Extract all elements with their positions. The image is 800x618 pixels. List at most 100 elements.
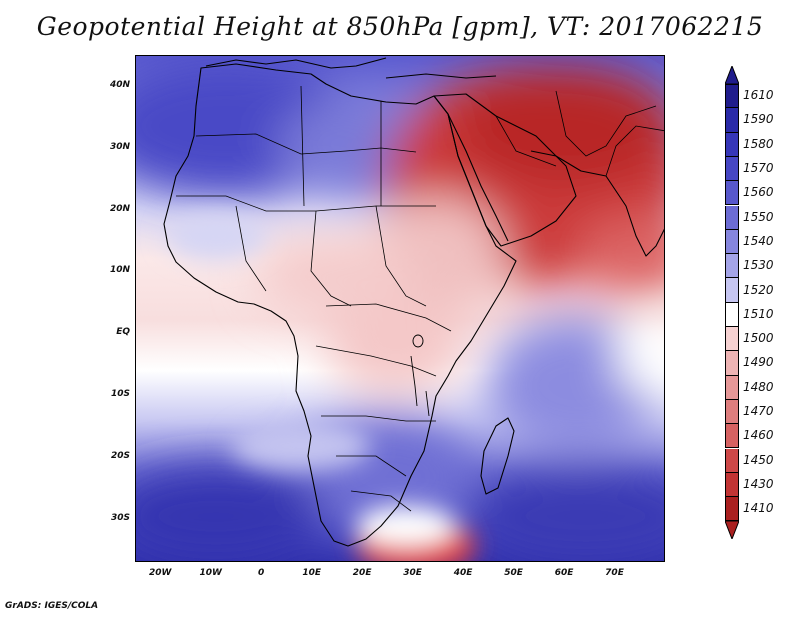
lon-tick-label: 30E [403, 568, 422, 578]
lon-tick-label: 0 [258, 568, 265, 578]
colorbar-label: 1610 [743, 88, 774, 103]
colorbar-swatch [725, 278, 739, 303]
lon-tick-label: 40E [453, 568, 473, 578]
border-mali-niger [235, 205, 267, 292]
colorbar-swatch [725, 254, 739, 279]
colorbar-level: 1510 [725, 302, 795, 327]
colorbar-level: 1540 [725, 229, 795, 255]
colorbar-label: 1450 [743, 452, 774, 467]
colorbar-level: 1470 [725, 399, 795, 425]
colorbar-swatch [725, 327, 739, 352]
region-agulhas-front [356, 506, 456, 546]
border-chad [310, 210, 352, 307]
colorbar-level: 1480 [725, 375, 795, 400]
colorbar-label: 1590 [743, 112, 774, 127]
colorbar-swatch [725, 132, 739, 157]
colorbar-level: 1430 [725, 472, 795, 498]
lat-tick-label: 20N [109, 203, 130, 214]
colorbar-bottom-arrow [725, 521, 739, 540]
colorbar-level: 1460 [725, 424, 795, 449]
border-iran [555, 90, 657, 157]
colorbar-label: 1470 [743, 404, 774, 419]
lat-tick-label: EQ [116, 327, 130, 338]
region-iran-core [456, 66, 664, 186]
lake-victoria [412, 334, 424, 348]
colorbar-swatch [725, 205, 739, 230]
colorbar-top-arrow [725, 66, 739, 84]
colorbar-label: 1560 [743, 185, 774, 200]
india-coastline [605, 175, 664, 257]
lon-tick-label: 20E [352, 568, 372, 578]
colorbar-label: 1570 [743, 161, 774, 176]
border-central-africa [325, 303, 452, 332]
colorbar-level: 1570 [725, 156, 795, 182]
colorbar-label: 1540 [743, 233, 774, 248]
arabia-coastline [433, 93, 577, 247]
lon-tick-label: 50E [504, 568, 523, 578]
colorbar-label: 1430 [743, 476, 774, 491]
colorbar-swatch [725, 108, 739, 133]
field-details [166, 211, 476, 561]
lon-tick-label: 60E [554, 568, 574, 578]
lon-tick-label: 20W [149, 568, 172, 578]
border-algeria-libya [300, 85, 305, 207]
border-congo [315, 345, 437, 377]
country-borders [176, 85, 664, 512]
colorbar-level: 1610 [725, 84, 795, 109]
lat-tick-label: 10S [110, 389, 130, 400]
region-sahel-thermal-low [256, 236, 416, 316]
colorbar-level: 1490 [725, 351, 795, 376]
turkey-coastline [385, 73, 497, 79]
region-angola-ridge [231, 421, 371, 471]
colorbar-level: 1410 [725, 497, 795, 522]
colorbar-swatch [725, 448, 739, 473]
colorbar-swatch [725, 375, 739, 400]
map-panel [135, 55, 665, 562]
colorbar-swatch [725, 399, 739, 425]
colorbar-label: 1500 [743, 331, 774, 346]
lat-tick-label: 10N [109, 265, 130, 276]
colorbar-swatch [725, 472, 739, 498]
border-sahel [176, 195, 436, 212]
region-east-indian-ocean [616, 316, 664, 396]
colorbar-swatch [725, 181, 739, 206]
lat-tick-label: 20S [110, 450, 130, 461]
colorbar-level: 1560 [725, 181, 795, 206]
region-southern-ocean-low [136, 466, 326, 561]
lake-malawi [425, 390, 430, 417]
colorbar-label: 1410 [743, 501, 774, 516]
colorbar-swatch [725, 156, 739, 182]
colorbar-level: 1450 [725, 448, 795, 473]
colorbar-level: 1550 [725, 205, 795, 230]
red-sea [447, 113, 509, 242]
colorbar-level: 1590 [725, 108, 795, 133]
border-angola-zambia [321, 415, 436, 422]
colorbar-level: 1580 [725, 132, 795, 157]
colorbar-swatch [725, 302, 739, 327]
lakes [410, 334, 430, 417]
chart-title: Geopotential Height at 850hPa [gpm], VT:… [36, 12, 764, 41]
field-blobs [136, 56, 664, 561]
colorbar-level: 1500 [725, 327, 795, 352]
colorbar-label: 1530 [743, 258, 774, 273]
lat-tick-label: 40N [109, 79, 130, 90]
border-saudi-iraq [495, 115, 557, 167]
region-india [576, 216, 664, 296]
persian-gulf [530, 150, 607, 177]
colorbar-swatch [725, 497, 739, 522]
colorbar-label: 1510 [743, 306, 774, 321]
lake-tanganyika [410, 355, 418, 407]
border-sahara-north [195, 133, 417, 155]
colorbar: 1610 1590 1580 1570 1560 1550 1540 1530 1520 1510… [725, 66, 795, 558]
border-south-africa [350, 490, 412, 512]
colorbar-label: 1460 [743, 428, 774, 443]
colorbar-swatch [725, 229, 739, 255]
border-pakistan [605, 125, 664, 177]
grads-credit: GrADS: IGES/COLA [5, 601, 99, 611]
colorbar-label: 1520 [743, 282, 774, 297]
madagascar-coastline [480, 417, 515, 495]
colorbar-swatch [725, 84, 739, 109]
region-atlantic-trough [166, 211, 266, 261]
colorbar-label: 1580 [743, 136, 774, 151]
colorbar-level: 1520 [725, 278, 795, 303]
